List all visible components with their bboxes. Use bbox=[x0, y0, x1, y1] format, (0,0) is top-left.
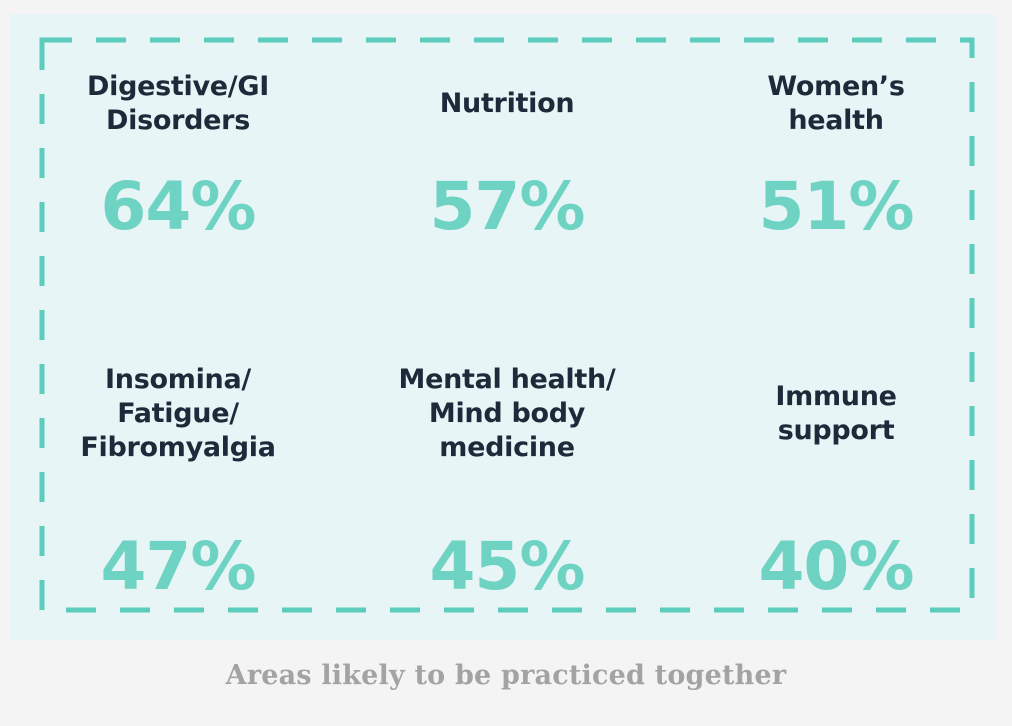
category-percentage: 47% bbox=[100, 528, 257, 605]
dashed-border-rect bbox=[39, 37, 975, 613]
category-label: Immune support bbox=[775, 381, 897, 446]
category-cell: Mental health/ Mind body medicine 45% bbox=[387, 14, 627, 640]
category-percentage: 64% bbox=[100, 168, 257, 245]
category-cell: Immune support 40% bbox=[716, 14, 956, 640]
category-percentage: 51% bbox=[758, 168, 915, 245]
category-label: Insomina/ Fatigue/ Fibromyalgia bbox=[80, 364, 276, 463]
category-label: Women’s health bbox=[767, 71, 905, 136]
category-percentage: 40% bbox=[758, 528, 915, 605]
category-cell: Insomina/ Fatigue/ Fibromyalgia 47% bbox=[58, 14, 298, 640]
dashed-border bbox=[39, 37, 975, 613]
category-label: Mental health/ Mind body medicine bbox=[398, 364, 616, 463]
category-cell: Digestive/GI Disorders 64% bbox=[58, 14, 298, 640]
category-cell: Women’s health 51% bbox=[716, 14, 956, 640]
category-cell: Nutrition 57% bbox=[387, 14, 627, 640]
figure-caption: Areas likely to be practiced together bbox=[225, 660, 787, 691]
infographic-panel: Digestive/GI Disorders 64% Nutrition 57% Wom… bbox=[10, 14, 996, 640]
category-label: Nutrition bbox=[439, 88, 575, 119]
category-percentage: 57% bbox=[429, 168, 586, 245]
category-label: Digestive/GI Disorders bbox=[87, 71, 269, 136]
category-percentage: 45% bbox=[429, 528, 586, 605]
